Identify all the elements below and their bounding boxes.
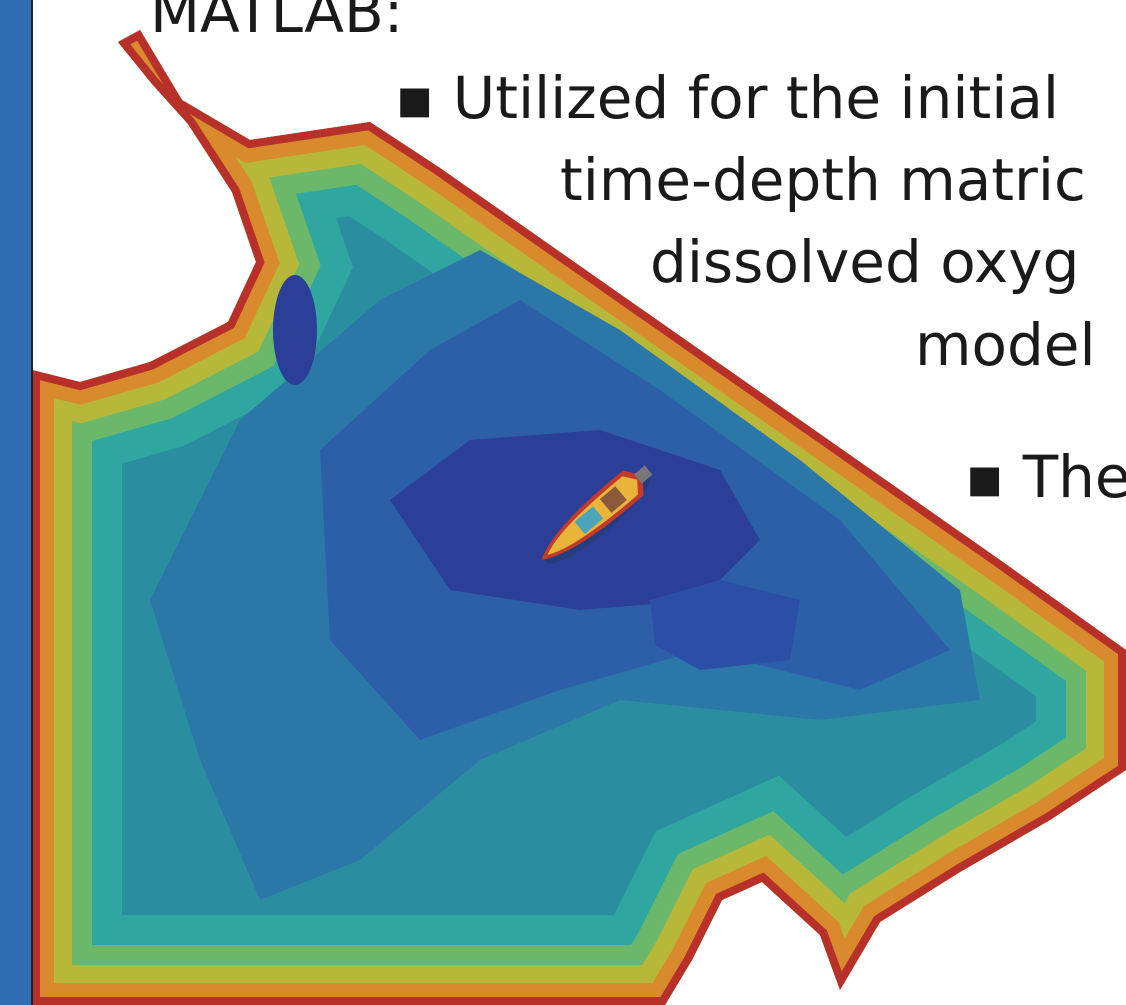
- poster-crop: MATLAB: ▪ Utilized for the initial time-…: [0, 0, 1126, 1005]
- side-bar: [0, 0, 32, 1005]
- bullet-text: ▪ Utilized for the initial: [395, 64, 1059, 132]
- bullet-text: model: [915, 311, 1096, 379]
- bullet-text: time-depth matric: [560, 146, 1086, 214]
- heading: MATLAB:: [150, 0, 403, 46]
- bullet-text: ▪ The: [965, 443, 1126, 511]
- bullet-text: dissolved oxyg: [650, 228, 1079, 296]
- deep-pocket: [273, 275, 317, 385]
